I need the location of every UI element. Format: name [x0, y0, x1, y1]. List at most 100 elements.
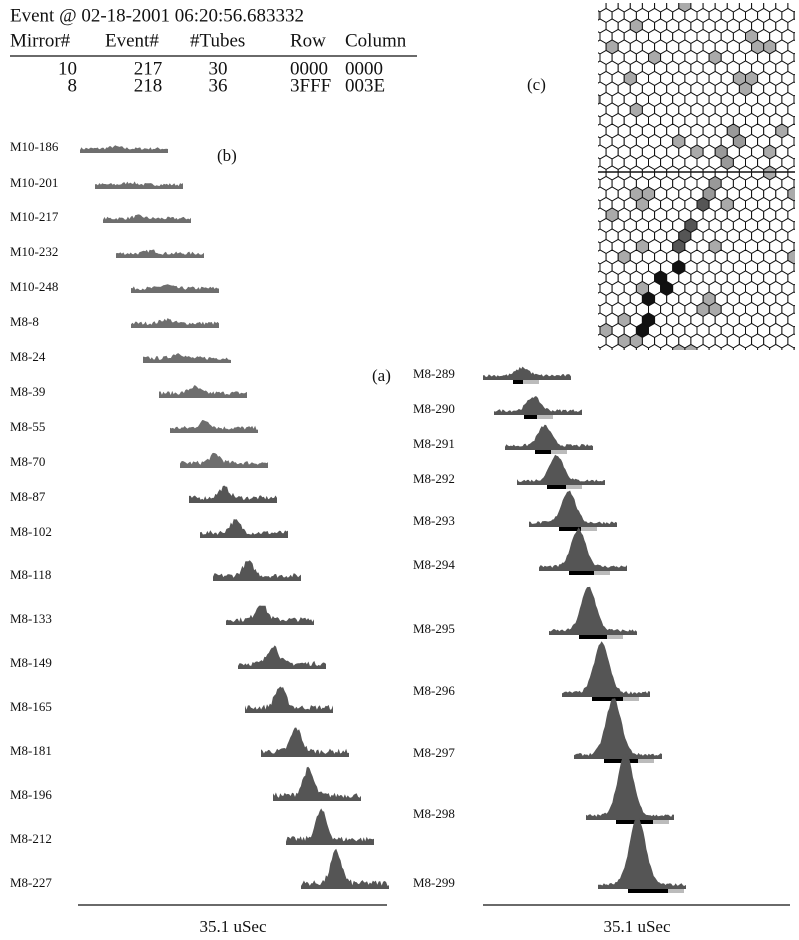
pmt-cell [673, 345, 685, 359]
pulse-window [523, 380, 539, 384]
pmt-cell [582, 313, 594, 327]
table-cell: 36 [209, 75, 228, 96]
trace-label: M8-293 [413, 513, 455, 528]
trace-label: M8-118 [10, 567, 51, 582]
pmt-cell [685, 345, 697, 359]
waveform [286, 808, 374, 845]
waveform [529, 491, 617, 528]
table-cell: 003E [345, 75, 385, 96]
waveform [180, 453, 268, 468]
pmt-cell [636, 345, 648, 359]
table-cell: 218 [134, 75, 163, 96]
pmt-cell [582, 103, 594, 117]
trace-label: M8-297 [413, 745, 455, 760]
pmt-cell [582, 82, 594, 96]
trace-label: M8-133 [10, 611, 52, 626]
pmt-cell [721, 345, 733, 359]
pulse-window [547, 485, 566, 489]
pulse-window [592, 697, 623, 701]
trace-label: M10-217 [10, 209, 59, 224]
pmt-cell [600, 345, 612, 359]
waveform [505, 425, 593, 450]
waveform [483, 367, 571, 380]
waveform [245, 687, 333, 714]
pmt-cell [582, 271, 594, 285]
panel-label: (a) [372, 366, 391, 385]
pmt-cell [582, 166, 594, 180]
figure: Event @ 02-18-2001 06:20:56.683332 (b) (… [0, 0, 799, 940]
pmt-cell [582, 145, 594, 159]
pmt-cell [709, 345, 721, 359]
pulse-window [653, 820, 669, 824]
trace-label: M8-24 [10, 349, 46, 364]
waveform [159, 385, 247, 398]
event-title: Event @ 02-18-2001 06:20:56.683332 [10, 5, 304, 26]
waveform [80, 145, 168, 153]
waveform [301, 849, 389, 889]
trace-label: M8-55 [10, 419, 45, 434]
trace-label: M8-298 [413, 806, 455, 821]
trace-label: M8-295 [413, 621, 455, 636]
table-header: Mirror# [10, 30, 71, 51]
pmt-cell [758, 345, 770, 359]
waveform [494, 396, 582, 415]
pmt-cell [582, 19, 594, 33]
pmt-cell [582, 40, 594, 54]
pulse-window [623, 697, 639, 701]
waveform [103, 214, 191, 223]
trace-label: M8-102 [10, 524, 52, 539]
pmt-cell [588, 345, 600, 359]
waveform [539, 527, 627, 571]
pulse-window [594, 571, 610, 575]
pulse-window [581, 527, 597, 531]
pulse-window [638, 759, 654, 763]
pmt-cell [582, 0, 594, 12]
trace-label: M8-165 [10, 699, 52, 714]
table-header: Event# [105, 30, 159, 51]
pmt-cell [582, 334, 594, 348]
panel-label: (c) [527, 75, 546, 94]
trace-label: M8-39 [10, 384, 45, 399]
pmt-cell [582, 61, 594, 75]
trace-label: M8-8 [10, 314, 39, 329]
pmt-cell [582, 124, 594, 138]
trace-label: M10-201 [10, 175, 58, 190]
pmt-cell [746, 345, 758, 359]
trace-label: M8-70 [10, 454, 45, 469]
table-header: Row [290, 30, 326, 51]
waveform [586, 754, 674, 820]
trace-label: M8-291 [413, 436, 455, 451]
waveform [95, 181, 183, 189]
pmt-cell [582, 250, 594, 264]
pmt-cell [582, 187, 594, 201]
waveform [170, 420, 258, 433]
pulse-window [607, 635, 623, 639]
trace-label: M8-212 [10, 831, 52, 846]
pulse-window [535, 450, 551, 454]
pmt-cell [612, 345, 624, 359]
panel-label: (b) [217, 146, 237, 165]
waveform [517, 455, 605, 485]
waveform [238, 645, 326, 669]
pmt-cell [697, 345, 709, 359]
waveform [213, 560, 301, 581]
trace-label: M8-87 [10, 489, 46, 504]
pmt-cell [582, 229, 594, 243]
waveform [549, 587, 637, 635]
trace-label: M8-299 [413, 875, 455, 890]
pulse-window [579, 635, 607, 639]
pmt-cell [649, 345, 661, 359]
pulse-window [551, 450, 567, 454]
waveform [226, 606, 314, 626]
trace-label: M10-248 [10, 279, 58, 294]
pmt-cell [582, 292, 594, 306]
trace-label: M8-290 [413, 401, 455, 416]
scale-label: 35.1 uSec [199, 917, 267, 936]
pulse-window [513, 380, 523, 384]
pmt-cell [782, 345, 794, 359]
table-cell: 8 [68, 75, 78, 96]
pmt-cell [624, 345, 636, 359]
trace-label: M8-292 [413, 471, 455, 486]
waveform [261, 728, 349, 758]
trace-label: M8-149 [10, 655, 52, 670]
